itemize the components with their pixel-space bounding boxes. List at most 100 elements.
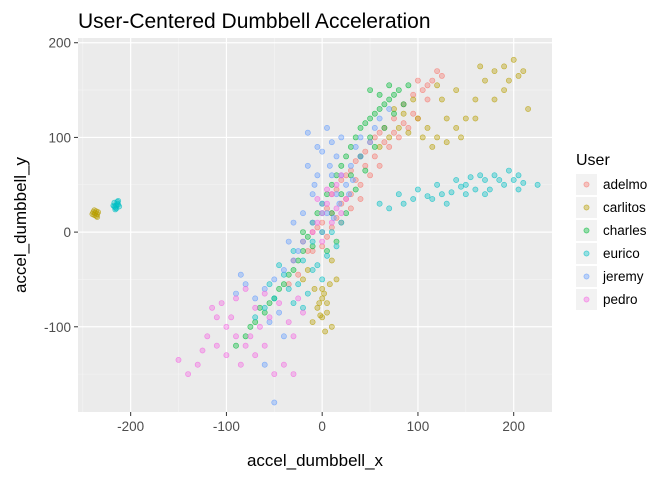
- data-point-jeremy: [343, 181, 349, 188]
- data-point-eurico: [477, 172, 484, 179]
- data-point-charles: [300, 229, 306, 235]
- data-point-eurico: [276, 262, 282, 269]
- data-point-carlitos: [424, 125, 431, 131]
- data-point-eurico: [252, 314, 259, 321]
- data-point-adelmo: [371, 134, 378, 141]
- data-point-adelmo: [410, 110, 417, 117]
- data-point-adelmo: [362, 148, 369, 155]
- data-point-carlitos: [328, 257, 335, 264]
- data-point-adelmo: [357, 196, 364, 202]
- data-point-pedro: [343, 196, 349, 202]
- data-point-pedro: [338, 210, 345, 217]
- data-point-eurico: [505, 167, 512, 174]
- data-point-charles: [352, 134, 359, 141]
- data-point-eurico: [414, 186, 421, 193]
- data-point-charles: [338, 191, 345, 198]
- data-point-carlitos: [386, 134, 393, 141]
- data-point-pedro: [328, 219, 335, 226]
- x-tick-label: 0: [318, 419, 326, 434]
- data-point-charles: [400, 101, 407, 108]
- data-point-adelmo: [386, 143, 393, 150]
- data-point-adelmo: [343, 172, 349, 179]
- data-point-pedro: [295, 295, 302, 302]
- data-point-eurico: [111, 203, 118, 210]
- data-point-charles: [324, 191, 330, 198]
- data-point-pedro: [280, 361, 287, 368]
- data-point-adelmo: [285, 281, 292, 288]
- data-point-pedro: [319, 238, 326, 245]
- data-point-eurico: [266, 281, 273, 288]
- legend-marker-adelmo: [583, 181, 590, 188]
- data-point-adelmo: [376, 162, 383, 169]
- data-point-eurico: [520, 179, 527, 186]
- data-point-pedro: [247, 333, 254, 340]
- data-point-pedro: [285, 319, 292, 325]
- data-point-adelmo: [319, 219, 326, 226]
- data-point-jeremy: [319, 229, 326, 235]
- data-point-pedro: [175, 356, 182, 363]
- data-point-carlitos: [434, 134, 440, 141]
- data-point-charles: [367, 87, 373, 93]
- data-point-carlitos: [501, 87, 507, 93]
- data-point-eurico: [324, 252, 330, 259]
- data-point-eurico: [462, 181, 469, 188]
- data-point-adelmo: [410, 91, 417, 98]
- data-point-jeremy: [326, 162, 333, 169]
- data-point-jeremy: [333, 153, 340, 160]
- data-point-eurico: [434, 181, 440, 188]
- data-point-jeremy: [352, 143, 359, 150]
- data-point-eurico: [515, 172, 522, 179]
- data-point-adelmo: [391, 129, 397, 136]
- legend-key-charles: [576, 220, 597, 241]
- data-point-eurico: [410, 196, 417, 202]
- data-point-adelmo: [352, 177, 359, 183]
- data-point-eurico: [290, 300, 297, 306]
- legend-key-carlitos: [576, 197, 597, 218]
- data-point-carlitos: [453, 125, 460, 131]
- data-point-carlitos: [443, 139, 450, 146]
- legend-marker-carlitos: [583, 204, 590, 211]
- data-point-adelmo: [376, 129, 383, 136]
- data-point-adelmo: [324, 205, 330, 212]
- data-point-pedro: [237, 361, 244, 368]
- data-point-charles: [300, 248, 306, 254]
- minor-gridlines: [78, 38, 552, 412]
- data-point-eurico: [386, 205, 393, 212]
- data-point-jeremy: [324, 210, 330, 217]
- data-point-jeremy: [319, 148, 326, 155]
- data-point-charles: [233, 342, 239, 349]
- data-point-adelmo: [347, 167, 354, 174]
- data-point-charles: [362, 120, 369, 127]
- data-point-charles: [333, 172, 340, 179]
- y-tick-label: 0: [63, 225, 71, 240]
- data-point-jeremy: [371, 125, 378, 131]
- data-point-jeremy: [319, 200, 326, 207]
- data-point-adelmo: [314, 224, 321, 231]
- data-point-carlitos: [414, 115, 421, 122]
- data-point-carlitos: [462, 115, 469, 122]
- data-point-charles: [357, 125, 364, 131]
- data-point-charles: [367, 115, 373, 122]
- data-point-pedro: [213, 342, 220, 349]
- data-point-adelmo: [338, 200, 345, 207]
- data-point-charles: [328, 181, 335, 188]
- data-point-jeremy: [347, 162, 354, 169]
- data-point-pedro: [300, 309, 306, 316]
- data-point-pedro: [218, 300, 225, 306]
- data-point-pedro: [324, 200, 330, 207]
- data-point-pedro: [233, 333, 239, 340]
- data-point-charles: [405, 82, 412, 89]
- data-point-charles: [371, 143, 378, 150]
- data-point-carlitos: [304, 267, 311, 273]
- legend-label-pedro: pedro: [603, 292, 638, 307]
- data-point-adelmo: [414, 77, 421, 84]
- data-point-carlitos: [505, 77, 512, 84]
- data-point-jeremy: [280, 267, 287, 273]
- data-point-charles: [309, 243, 316, 250]
- legend-key-eurico: [576, 243, 597, 264]
- data-point-pedro: [213, 314, 220, 321]
- data-point-pedro: [209, 304, 215, 311]
- data-point-pedro: [290, 333, 297, 340]
- legend-label-eurico: eurico: [603, 246, 640, 261]
- data-point-jeremy: [261, 361, 268, 368]
